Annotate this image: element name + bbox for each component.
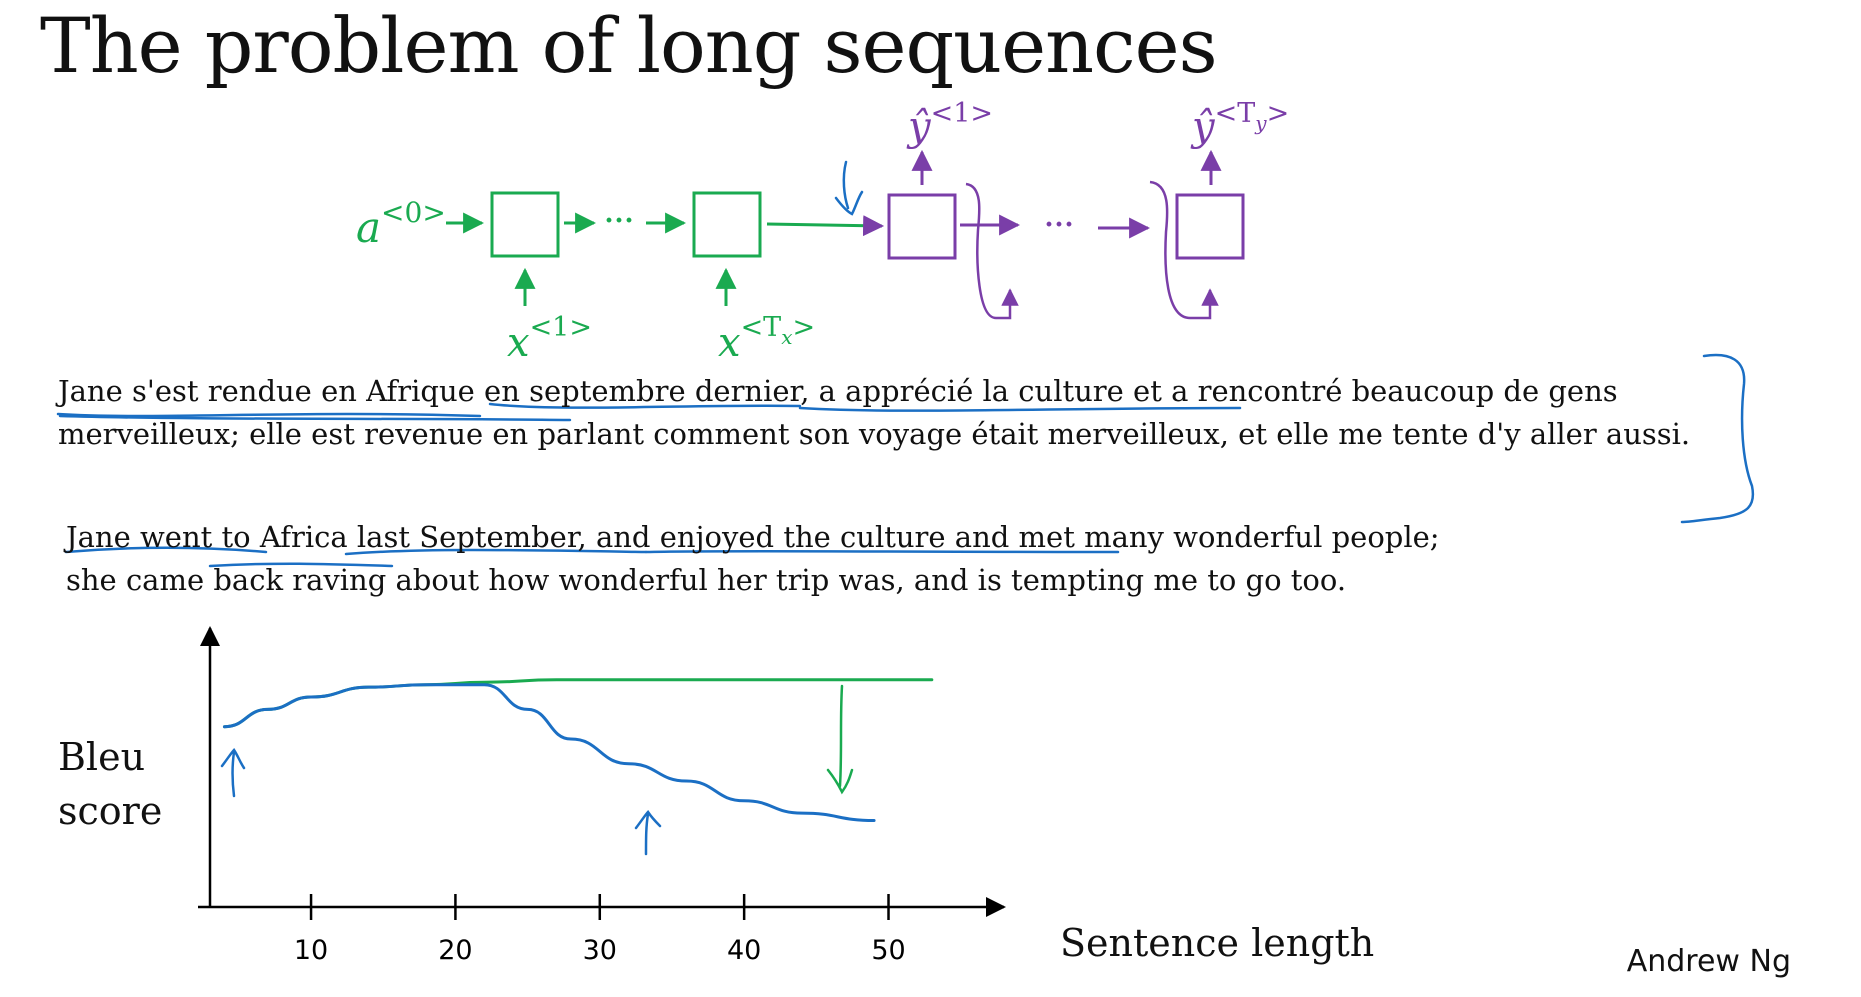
hand-pointer-arrow: [834, 160, 864, 216]
y-axis-label: Bleu score: [58, 735, 163, 833]
decoder-feedback-last: [1149, 180, 1219, 320]
arrow-encoder-to-decoder: [766, 215, 885, 237]
english-line-1: Jane went to Africa last September, and …: [66, 520, 1440, 554]
series-line-1: [222, 678, 934, 729]
encoder-cell-first: [490, 191, 560, 258]
output-yTy-label: ŷ<Ty>: [1190, 98, 1289, 150]
decoder-cell-last: [1175, 193, 1245, 260]
bleu-chart: 10 20 30 40 50: [198, 626, 1006, 966]
underline-fr-4: [58, 414, 572, 422]
decoder-feedback-first: [965, 182, 1019, 320]
english-sentence: Jane went to Africa last September, and …: [66, 516, 1756, 602]
underline-en-2: [344, 548, 648, 556]
underline-fr-2: [488, 402, 802, 409]
chart-arrow-down: [826, 684, 854, 795]
chart-arrow-short: [220, 748, 246, 798]
x-tick-label: 10: [294, 935, 328, 966]
underline-en-4: [208, 562, 394, 568]
chart-series: [222, 678, 934, 823]
encoder-ellipsis: ···: [604, 204, 634, 237]
underline-en-1: [64, 546, 268, 554]
series-line-2: [222, 683, 876, 823]
x-axis-label: Sentence length: [1060, 921, 1375, 965]
x-tick-label: 50: [871, 935, 905, 966]
rnn-diagram: a<0> ··· x<1> x<Tx> ··· ŷ<1>: [356, 98, 1289, 366]
underline-fr-3: [798, 406, 1242, 412]
hand-annotations: [56, 353, 1755, 568]
x-ticks: 10 20 30 40 50: [294, 894, 906, 966]
x-tick-label: 40: [727, 935, 761, 966]
french-sentence: Jane s'est rendue en Afrique en septembr…: [58, 374, 1691, 451]
input-x1-label: x<1>: [507, 312, 592, 366]
underline-en-3: [644, 549, 1120, 554]
underline-fr-1: [56, 412, 482, 418]
encoder-cell-last: [692, 191, 762, 258]
decoder-ellipsis: ···: [1044, 208, 1074, 241]
chart-arrow-long: [634, 810, 662, 856]
author-credit: Andrew Ng: [1626, 944, 1791, 979]
english-line-2: she came back raving about how wonderful…: [66, 563, 1347, 597]
output-y1-label: ŷ<1>: [906, 98, 993, 150]
decoder-cell-first: [887, 193, 957, 260]
initial-activation-label: a<0>: [356, 196, 446, 252]
x-tick-label: 20: [438, 935, 472, 966]
hand-brace: [1680, 353, 1755, 524]
slide-title: The problem of long sequences: [40, 1, 1218, 90]
x-tick-label: 30: [583, 935, 617, 966]
input-xTx-label: x<Tx>: [718, 312, 815, 366]
